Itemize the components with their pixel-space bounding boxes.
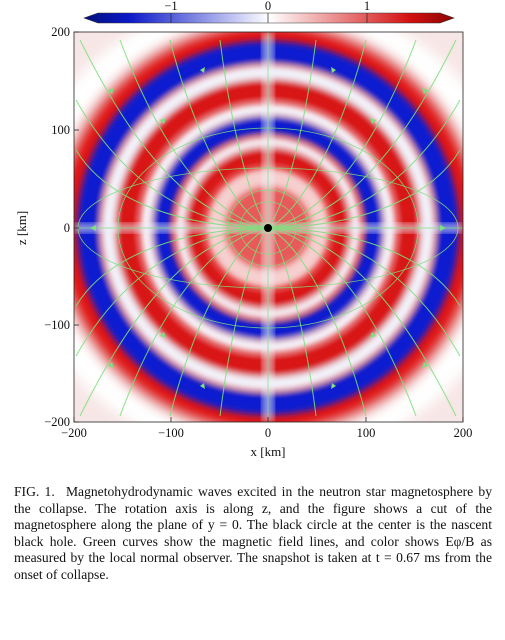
colorbar-tick-pos: 1 (364, 0, 370, 13)
tick-marks (73, 31, 464, 423)
figure-caption: FIG. 1. Magnetohydrodynamic waves excite… (14, 484, 492, 584)
y-tick-label: 100 (51, 123, 70, 137)
colorbar: −1 0 1 (83, 0, 455, 24)
x-axis-title: x [km] (250, 444, 285, 459)
y-tick-label: −100 (44, 318, 70, 332)
y-axis-title: z [km] (14, 211, 29, 245)
black-hole (264, 224, 272, 232)
x-tick-label: −100 (158, 426, 184, 440)
x-tick-label: 200 (454, 426, 473, 440)
plot-frame (73, 31, 464, 423)
y-tick-label: 0 (64, 221, 70, 235)
figure-svg: −1 0 1 (14, 0, 473, 459)
x-tick-label: 0 (265, 426, 271, 440)
y-tick-label: 200 (51, 25, 70, 39)
colorbar-gradient (83, 12, 455, 24)
caption-label: FIG. 1. (14, 484, 55, 499)
caption-text: Magnetohydrodynamic waves excited in the… (14, 484, 492, 582)
figure: −1 0 1 (14, 0, 473, 459)
colorbar-tick-zero: 0 (265, 0, 271, 13)
x-tick-label: −200 (61, 426, 87, 440)
x-tick-label: 100 (357, 426, 376, 440)
field-lines (74, 32, 463, 422)
field-arrows (90, 67, 446, 389)
y-tick-label: −200 (44, 415, 70, 429)
plot-area (74, 32, 463, 422)
colorbar-tick-neg: −1 (164, 0, 177, 13)
